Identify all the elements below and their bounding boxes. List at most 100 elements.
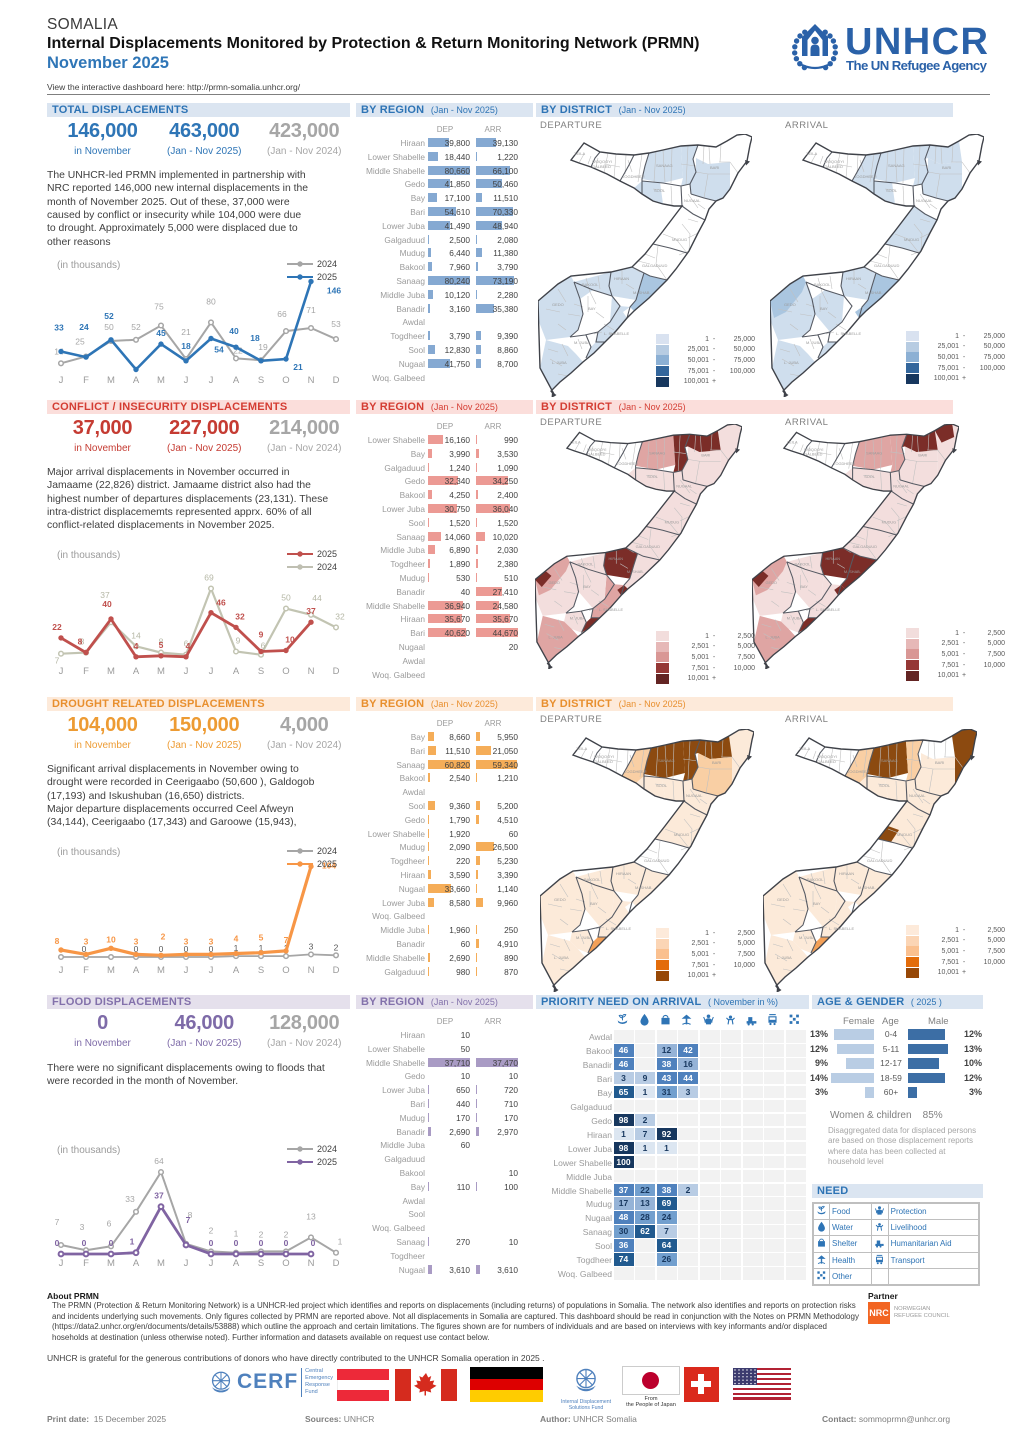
svg-text:N: N bbox=[308, 1258, 315, 1269]
svg-text:M. SHAB.: M. SHAB. bbox=[844, 570, 861, 574]
svg-text:0: 0 bbox=[209, 944, 214, 954]
svg-text:32: 32 bbox=[235, 611, 245, 621]
svg-text:GEDO: GEDO bbox=[784, 302, 796, 307]
svg-text:3: 3 bbox=[184, 936, 189, 946]
svg-text:GALGADUUD: GALGADUUD bbox=[644, 858, 669, 863]
svg-text:M: M bbox=[107, 965, 115, 976]
svg-text:33: 33 bbox=[125, 1194, 135, 1204]
svg-text:M. JUBA: M. JUBA bbox=[574, 340, 590, 345]
svg-text:M: M bbox=[157, 965, 165, 976]
svg-text:L. SHABELLE: L. SHABELLE bbox=[604, 331, 629, 336]
svg-text:A: A bbox=[133, 1258, 140, 1269]
svg-text:M. SHAB.: M. SHAB. bbox=[627, 570, 644, 574]
svg-text:M: M bbox=[107, 1258, 115, 1269]
svg-text:33: 33 bbox=[54, 323, 64, 333]
svg-text:18: 18 bbox=[250, 333, 260, 343]
svg-text:0: 0 bbox=[234, 1238, 239, 1248]
svg-text:37: 37 bbox=[306, 606, 316, 616]
svg-text:M. SHAB.: M. SHAB. bbox=[865, 290, 883, 295]
svg-text:TOGDHEER: TOGDHEER bbox=[622, 174, 645, 179]
svg-text:M. JUBA: M. JUBA bbox=[806, 340, 822, 345]
svg-text:1: 1 bbox=[338, 1237, 343, 1247]
svg-text:M. JUBA: M. JUBA bbox=[576, 935, 592, 940]
svg-text:GALBEED: GALBEED bbox=[804, 453, 822, 457]
svg-text:2: 2 bbox=[284, 1229, 289, 1239]
svg-text:52: 52 bbox=[104, 311, 114, 321]
svg-text:BARI: BARI bbox=[701, 454, 710, 458]
svg-text:L. JUBA: L. JUBA bbox=[549, 635, 564, 639]
svg-text:BAY: BAY bbox=[583, 585, 591, 589]
svg-text:GEDO: GEDO bbox=[777, 897, 789, 902]
svg-text:SANAAG: SANAAG bbox=[656, 163, 673, 168]
svg-text:MUDUG: MUDUG bbox=[674, 832, 689, 837]
svg-text:J: J bbox=[59, 666, 64, 677]
svg-text:22: 22 bbox=[52, 622, 62, 632]
svg-text:N: N bbox=[308, 965, 315, 976]
svg-text:J: J bbox=[209, 666, 214, 677]
svg-text:BARI: BARI bbox=[935, 760, 944, 765]
svg-text:9: 9 bbox=[236, 636, 241, 646]
svg-text:J: J bbox=[59, 1258, 64, 1269]
svg-text:24: 24 bbox=[79, 322, 89, 332]
svg-text:(in thousands): (in thousands) bbox=[57, 1145, 120, 1156]
svg-text:BAY: BAY bbox=[800, 585, 808, 589]
svg-text:SANAAG: SANAAG bbox=[888, 163, 905, 168]
svg-text:F: F bbox=[83, 375, 89, 386]
svg-text:F: F bbox=[83, 1258, 89, 1269]
svg-text:BARI: BARI bbox=[942, 165, 951, 170]
svg-text:WOQOOYI: WOQOOYI bbox=[594, 754, 614, 759]
svg-text:8: 8 bbox=[80, 637, 85, 647]
svg-text:NUGAAL: NUGAAL bbox=[916, 198, 933, 203]
svg-text:(in thousands): (in thousands) bbox=[57, 847, 120, 858]
svg-text:D: D bbox=[333, 965, 340, 976]
svg-text:4: 4 bbox=[186, 641, 191, 651]
svg-text:ZEILA: ZEILA bbox=[799, 746, 810, 751]
svg-text:3: 3 bbox=[84, 936, 89, 946]
svg-text:5: 5 bbox=[259, 933, 264, 943]
svg-text:L. JUBA: L. JUBA bbox=[554, 955, 569, 960]
svg-text:66: 66 bbox=[277, 309, 287, 319]
svg-text:BAY: BAY bbox=[590, 901, 598, 906]
svg-text:GALBEED: GALBEED bbox=[592, 164, 611, 169]
svg-text:2024: 2024 bbox=[317, 846, 337, 856]
svg-text:GALBEED: GALBEED bbox=[594, 759, 613, 764]
svg-text:J: J bbox=[209, 965, 214, 976]
svg-text:BAKOOL: BAKOOL bbox=[814, 282, 831, 287]
svg-text:M. JUBA: M. JUBA bbox=[799, 935, 815, 940]
svg-text:7: 7 bbox=[55, 656, 60, 666]
svg-text:2: 2 bbox=[259, 1229, 264, 1239]
svg-text:1: 1 bbox=[259, 943, 264, 953]
svg-text:2024: 2024 bbox=[317, 562, 337, 572]
svg-text:0: 0 bbox=[109, 1238, 114, 1248]
svg-text:3: 3 bbox=[80, 1222, 85, 1232]
svg-text:80: 80 bbox=[206, 296, 216, 306]
svg-text:M: M bbox=[157, 1258, 165, 1269]
svg-text:M. SHAB.: M. SHAB. bbox=[858, 885, 876, 890]
svg-text:J: J bbox=[184, 666, 189, 677]
svg-text:2: 2 bbox=[161, 931, 166, 941]
svg-text:WOQOOYI: WOQOOYI bbox=[804, 448, 823, 452]
svg-text:0: 0 bbox=[284, 1238, 289, 1248]
svg-text:(in thousands): (in thousands) bbox=[57, 260, 120, 271]
svg-text:8: 8 bbox=[188, 1210, 193, 1220]
svg-text:NUGAAL: NUGAAL bbox=[909, 793, 926, 798]
svg-text:A: A bbox=[233, 375, 240, 386]
svg-text:N: N bbox=[308, 666, 315, 677]
svg-text:F: F bbox=[83, 666, 89, 677]
svg-text:WOQOOYI: WOQOOYI bbox=[817, 754, 837, 759]
svg-text:L. SHABELLE: L. SHABELLE bbox=[816, 608, 841, 612]
svg-text:ZEILA: ZEILA bbox=[576, 746, 587, 751]
svg-text:75: 75 bbox=[154, 302, 164, 312]
svg-text:1: 1 bbox=[234, 1229, 239, 1239]
svg-text:A: A bbox=[233, 1258, 240, 1269]
svg-text:S: S bbox=[258, 666, 264, 677]
svg-text:1: 1 bbox=[130, 1237, 135, 1247]
svg-text:M. SHAB.: M. SHAB. bbox=[635, 885, 653, 890]
svg-text:ZEILA: ZEILA bbox=[570, 441, 581, 445]
svg-text:40: 40 bbox=[102, 599, 112, 609]
svg-text:3: 3 bbox=[134, 936, 139, 946]
svg-text:146: 146 bbox=[327, 286, 341, 296]
svg-text:37: 37 bbox=[100, 590, 110, 600]
svg-text:J: J bbox=[209, 1258, 214, 1269]
svg-text:M: M bbox=[157, 375, 165, 386]
